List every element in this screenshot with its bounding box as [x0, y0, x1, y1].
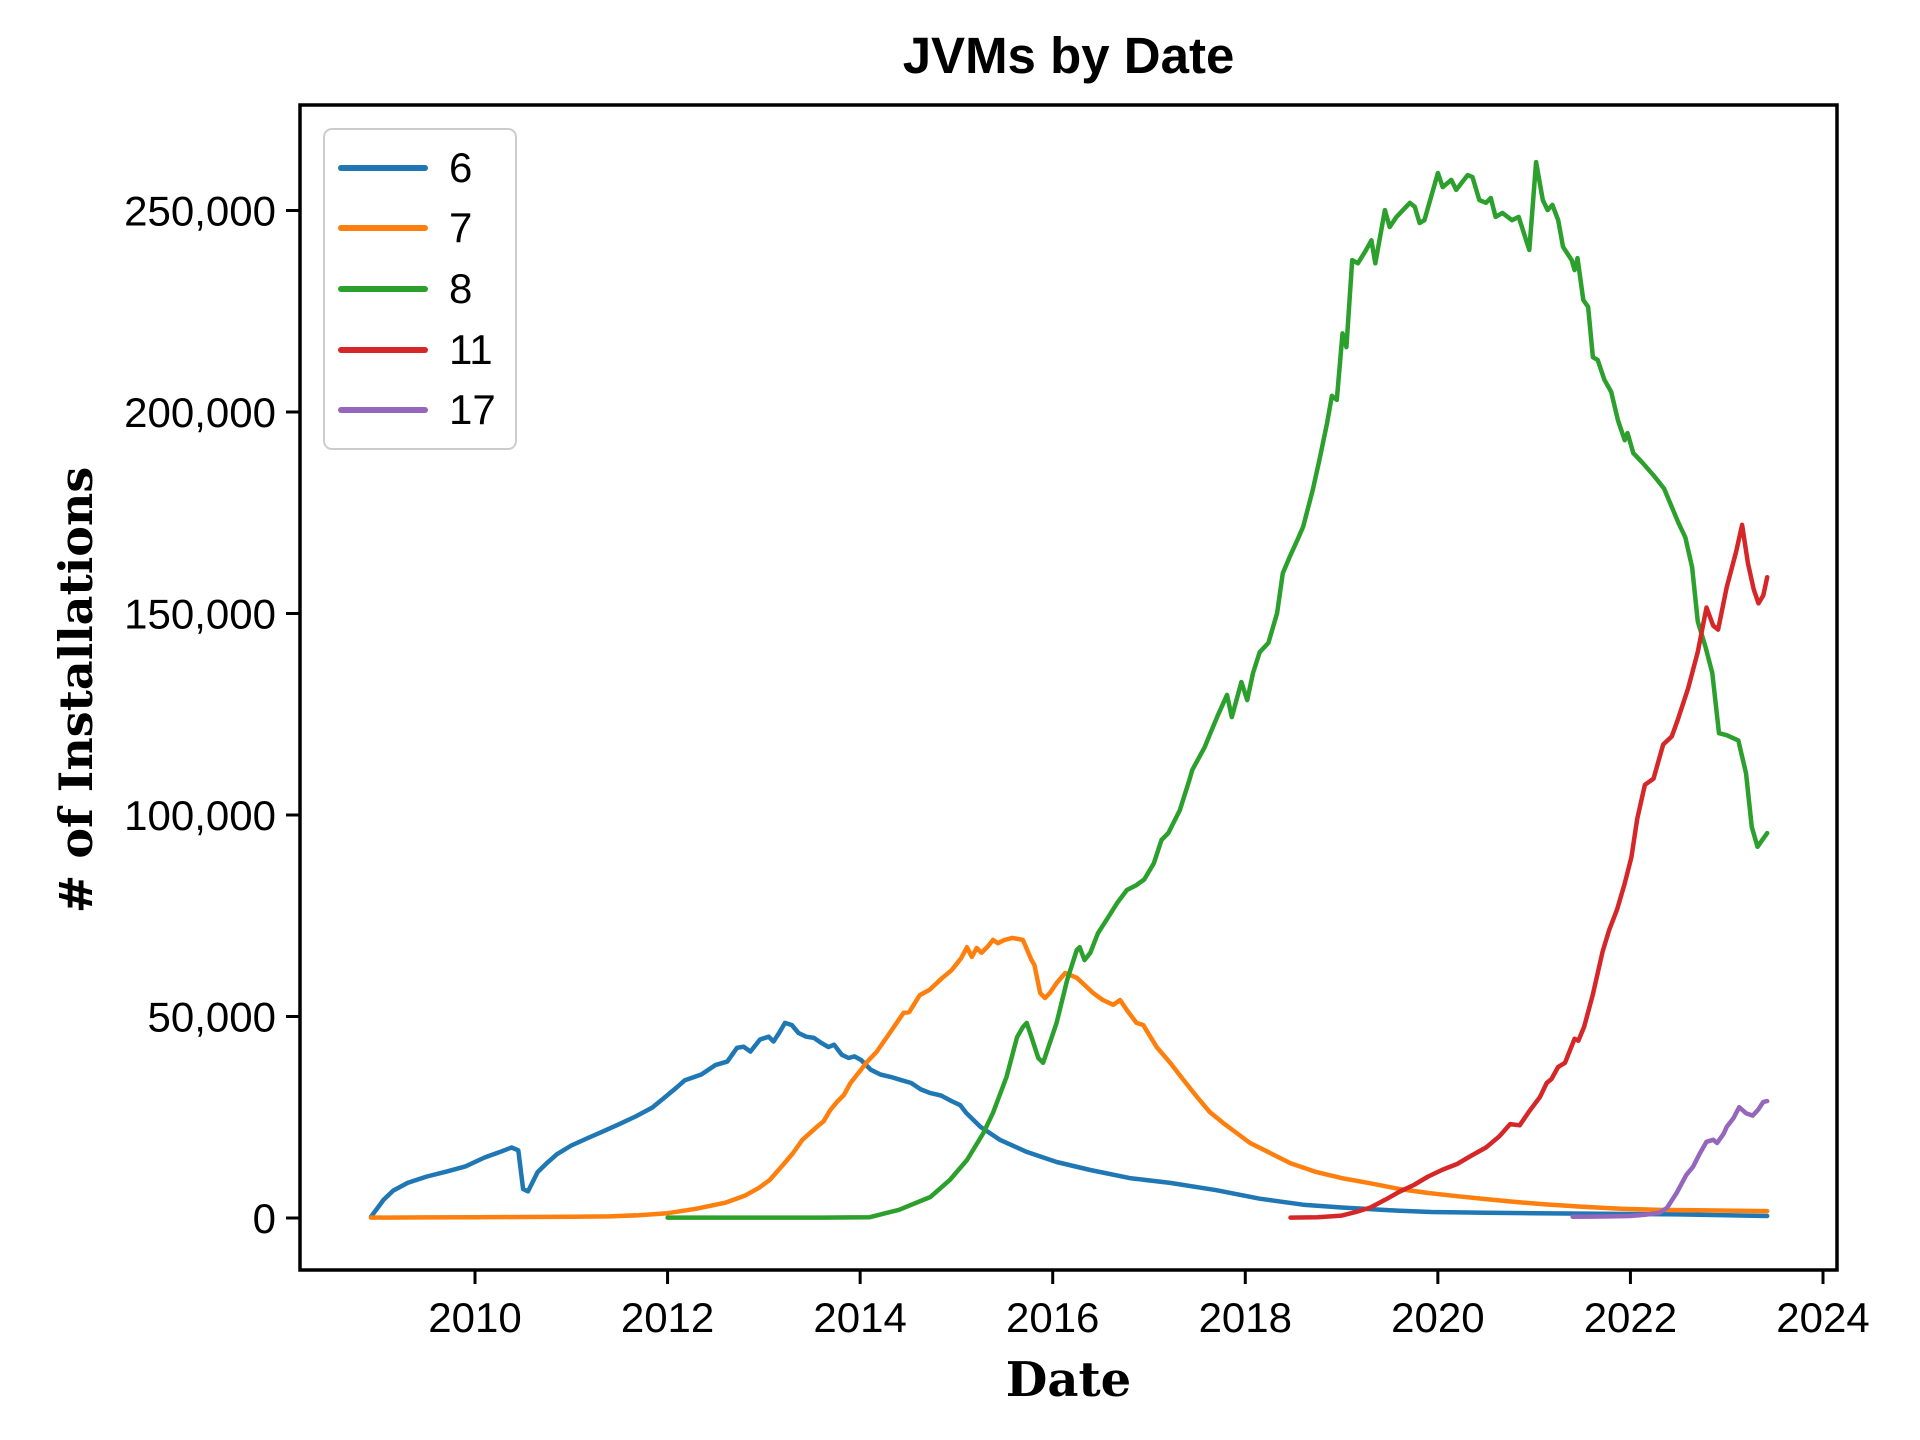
- legend-entry-6: 6: [325, 139, 515, 197]
- legend-label: 8: [449, 264, 473, 312]
- y-tick-label: 200,000: [124, 389, 276, 436]
- x-tick-label: 2020: [1391, 1294, 1484, 1341]
- legend-label: 11: [449, 325, 493, 373]
- legend-line-swatch: [338, 407, 428, 414]
- x-axis-label: Date: [1005, 1352, 1132, 1408]
- y-tick-label: 150,000: [124, 591, 276, 638]
- y-tick-label: 250,000: [124, 188, 276, 235]
- plot-frame: [298, 103, 1839, 1272]
- legend: 6 7 8 11 17: [323, 128, 517, 450]
- legend-line-swatch: [338, 225, 428, 232]
- chart-title: JVMs by Date: [902, 27, 1235, 84]
- legend-entry-7: 7: [325, 199, 515, 257]
- series-line-17: [1570, 1098, 1770, 1220]
- legend-entry-8: 8: [325, 260, 515, 318]
- x-tick-label: 2024: [1776, 1294, 1869, 1341]
- legend-line-swatch: [338, 164, 428, 171]
- x-tick-label: 2014: [813, 1294, 906, 1341]
- series-line-11: [1288, 522, 1770, 1220]
- legend-entry-11: 11: [325, 321, 515, 379]
- legend-label: 7: [449, 204, 473, 252]
- x-tick-label: 2018: [1199, 1294, 1292, 1341]
- legend-label: 17: [449, 386, 496, 434]
- x-tick-label: 2022: [1584, 1294, 1677, 1341]
- series-line-7: [368, 935, 1770, 1220]
- legend-line-swatch: [338, 346, 428, 353]
- x-tick-label: 2010: [428, 1294, 521, 1341]
- legend-entry-17: 17: [325, 381, 515, 439]
- legend-label: 6: [449, 143, 473, 191]
- x-tick-label: 2016: [1006, 1294, 1099, 1341]
- y-tick-label: 50,000: [148, 994, 276, 1041]
- series-line-8: [665, 159, 1770, 1220]
- series-line-6: [368, 1020, 1770, 1220]
- y-tick-label: 100,000: [124, 792, 276, 839]
- legend-line-swatch: [338, 285, 428, 292]
- x-tick-label: 2012: [621, 1294, 714, 1341]
- y-tick-label: 0: [253, 1195, 276, 1242]
